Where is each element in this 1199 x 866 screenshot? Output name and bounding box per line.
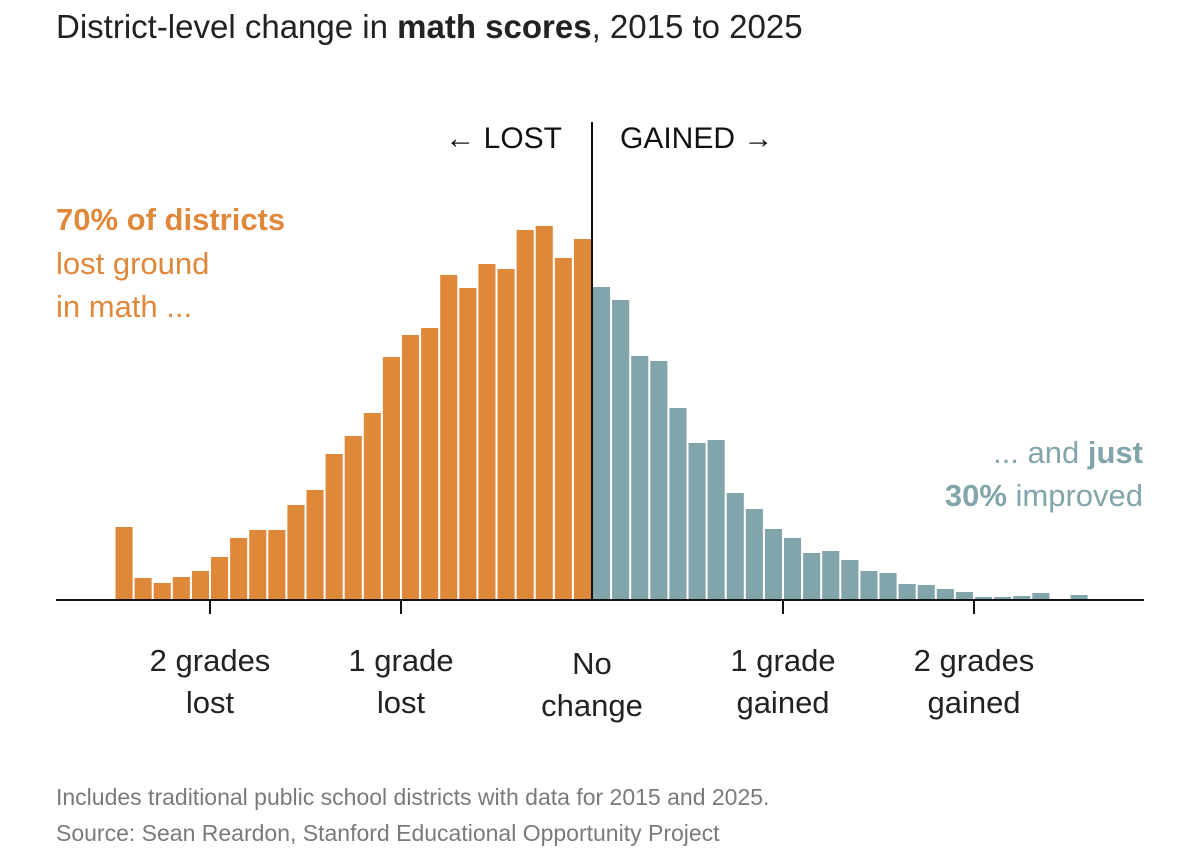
x-tick-label-0: 2 grades lost <box>150 643 271 720</box>
gained-bar-2 <box>631 356 649 600</box>
x-tick-label-2: No change <box>541 646 643 723</box>
gained-bar-17 <box>917 585 935 600</box>
gained-bar-24 <box>1070 595 1088 600</box>
lost-bar-8 <box>268 530 286 600</box>
gained-bar-5 <box>688 443 706 600</box>
gained-bar-23 <box>1032 593 1050 600</box>
lost-bar-4 <box>191 571 209 600</box>
gained-annotation-line2: 30% improved <box>945 478 1143 513</box>
lost-bar-18 <box>459 288 477 600</box>
lost-bar-23 <box>554 258 572 600</box>
lost-bar-9 <box>287 505 305 600</box>
chart-title-suffix: , 2015 to 2025 <box>591 8 803 45</box>
gained-bar-18 <box>936 589 954 600</box>
lost-bar-10 <box>306 490 324 600</box>
x-axis-ticks: 2 grades lost 1 grade lost No change 1 grade ga… <box>150 600 1035 723</box>
lost-bar-2 <box>153 583 171 600</box>
gained-bar-11 <box>803 553 821 600</box>
gained-bar-13 <box>841 560 859 600</box>
lost-bar-7 <box>249 530 267 600</box>
lost-annotation-line1: 70% of districts <box>56 202 285 237</box>
x-tick-label-1: 1 grade lost <box>348 643 453 720</box>
gained-bar-10 <box>784 538 802 600</box>
gained-bar-12 <box>822 551 840 600</box>
lost-bar-19 <box>478 264 496 600</box>
lost-bar-12 <box>344 436 362 600</box>
gained-bar-20 <box>975 597 993 600</box>
footnote-source: Source: Sean Reardon, Stanford Education… <box>56 820 720 846</box>
chart-title-bold: math scores <box>397 8 592 45</box>
gained-bar-15 <box>879 573 897 600</box>
lost-annotation-line2: lost ground <box>56 246 209 281</box>
gained-direction-label: GAINED → <box>620 122 773 155</box>
lost-direction-label: ← LOST <box>445 122 562 155</box>
chart-title-prefix: District-level change in <box>56 8 398 45</box>
gained-annotation-line1: ... and just <box>993 435 1143 470</box>
lost-annotation-line3: in math ... <box>56 289 192 324</box>
lost-bar-24 <box>573 239 591 600</box>
lost-bar-6 <box>230 538 248 600</box>
gained-bar-21 <box>994 597 1012 600</box>
gained-bar-6 <box>707 440 725 600</box>
chart-title: District-level change in math scores, 20… <box>56 8 803 46</box>
gained-annotation-line1-a: ... and <box>993 435 1088 470</box>
lost-bar-21 <box>516 230 534 600</box>
lost-bar-13 <box>363 413 381 600</box>
footnote-scope: Includes traditional public school distr… <box>56 784 770 810</box>
gained-bar-22 <box>1013 596 1031 600</box>
histogram-bars <box>115 226 1088 600</box>
gained-bar-3 <box>650 361 668 600</box>
lost-bar-20 <box>497 269 515 600</box>
lost-bar-11 <box>325 454 343 600</box>
lost-bar-15 <box>402 335 420 600</box>
gained-bar-8 <box>745 509 763 600</box>
gained-bar-16 <box>898 584 916 600</box>
gained-bar-1 <box>612 300 630 600</box>
lost-bar-22 <box>535 226 553 600</box>
gained-bar-4 <box>669 408 687 600</box>
gained-bar-14 <box>860 571 878 600</box>
x-tick-label-3: 1 grade gained <box>730 643 835 720</box>
gained-bar-7 <box>726 493 744 600</box>
lost-bar-5 <box>211 557 229 600</box>
gained-bar-0 <box>593 287 611 600</box>
x-tick-label-4: 2 grades gained <box>914 643 1035 720</box>
lost-bar-3 <box>172 577 190 600</box>
lost-bar-0 <box>115 527 133 600</box>
gained-annotation-line2-a: 30% <box>945 478 1007 513</box>
gained-bar-9 <box>764 529 782 600</box>
lost-bar-17 <box>440 275 458 600</box>
gained-bar-19 <box>955 592 973 600</box>
gained-annotation-line1-b: just <box>1087 435 1143 470</box>
gained-annotation-line2-b: improved <box>1007 478 1143 513</box>
lost-bar-16 <box>421 328 439 600</box>
lost-bar-14 <box>382 357 400 600</box>
lost-bar-1 <box>134 578 152 600</box>
